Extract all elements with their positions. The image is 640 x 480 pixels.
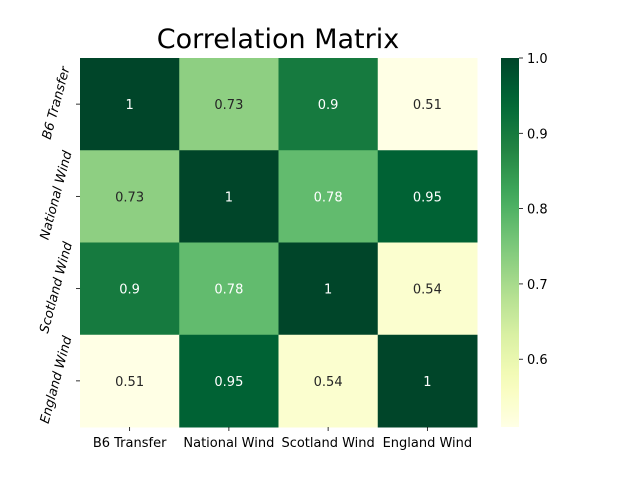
heatmap-cell	[80, 242, 180, 336]
y-tick-label: Scotland Wind	[37, 240, 76, 335]
x-tick-label: England Wind	[383, 436, 473, 451]
cell-value-label: 0.9	[119, 283, 140, 298]
cell-value-label: 1	[225, 190, 233, 205]
x-tick-label: B6 Transfer	[93, 436, 167, 451]
cell-value-label: 0.78	[314, 190, 343, 205]
cell-value-label: 0.54	[314, 375, 343, 390]
cell-value-label: 1	[324, 283, 332, 298]
heatmap-cell	[377, 150, 478, 243]
cell-value-label: 0.54	[413, 283, 442, 298]
cell-value-label: 0.95	[214, 375, 243, 390]
cell-value-label: 0.9	[318, 98, 339, 113]
x-axis: B6 Transfer National Wind Scotland Wind Eng…	[93, 427, 472, 451]
heatmap-cell	[278, 58, 379, 151]
x-tick-label: Scotland Wind	[281, 436, 374, 451]
heatmap-cell	[80, 150, 180, 243]
heatmap-cell	[377, 58, 478, 151]
heatmap-cell	[179, 334, 279, 428]
y-tick-label: B6 Transfer	[40, 64, 74, 141]
cell-value-label: 1	[125, 98, 133, 113]
heatmap-cell-labels: 1 0.73 0.9 0.51 0.73 1 0.78 0.95 0.9 0.78 1 0.54 0.5…	[115, 98, 442, 390]
colorbar-tick-label: 0.6	[527, 353, 548, 368]
heatmap-cell	[179, 58, 279, 151]
y-tick-label: England Wind	[38, 334, 76, 425]
heatmap-cells	[80, 58, 478, 428]
heatmap-cell	[278, 150, 379, 243]
colorbar-tick-label: 1.0	[527, 52, 548, 67]
heatmap-cell	[377, 334, 478, 428]
x-tick-label: National Wind	[183, 436, 274, 451]
heatmap-cell	[80, 58, 180, 151]
cell-value-label: 1	[423, 375, 431, 390]
colorbar-gradient	[501, 58, 519, 427]
heatmap-cell	[179, 150, 279, 243]
colorbar-tick-label: 0.8	[527, 203, 548, 218]
heatmap-cell	[179, 242, 279, 336]
colorbar: 0.6 0.7 0.8 0.9 1.0	[501, 52, 548, 427]
heatmap-cell	[377, 242, 478, 336]
cell-value-label: 0.78	[214, 283, 243, 298]
cell-value-label: 0.73	[115, 190, 144, 205]
heatmap-cell	[80, 334, 180, 428]
colorbar-tick-label: 0.7	[527, 278, 548, 293]
chart-title: Correlation Matrix	[157, 24, 399, 55]
colorbar-tick-label: 0.9	[527, 127, 548, 142]
heatmap-cell	[278, 334, 379, 428]
cell-value-label: 0.95	[413, 190, 442, 205]
cell-value-label: 0.73	[214, 98, 243, 113]
cell-value-label: 0.51	[413, 98, 442, 113]
y-tick-label: National Wind	[38, 149, 76, 242]
colorbar-ticks: 0.6 0.7 0.8 0.9 1.0	[519, 52, 548, 368]
cell-value-label: 0.51	[115, 375, 144, 390]
heatmap-cell	[278, 242, 379, 336]
